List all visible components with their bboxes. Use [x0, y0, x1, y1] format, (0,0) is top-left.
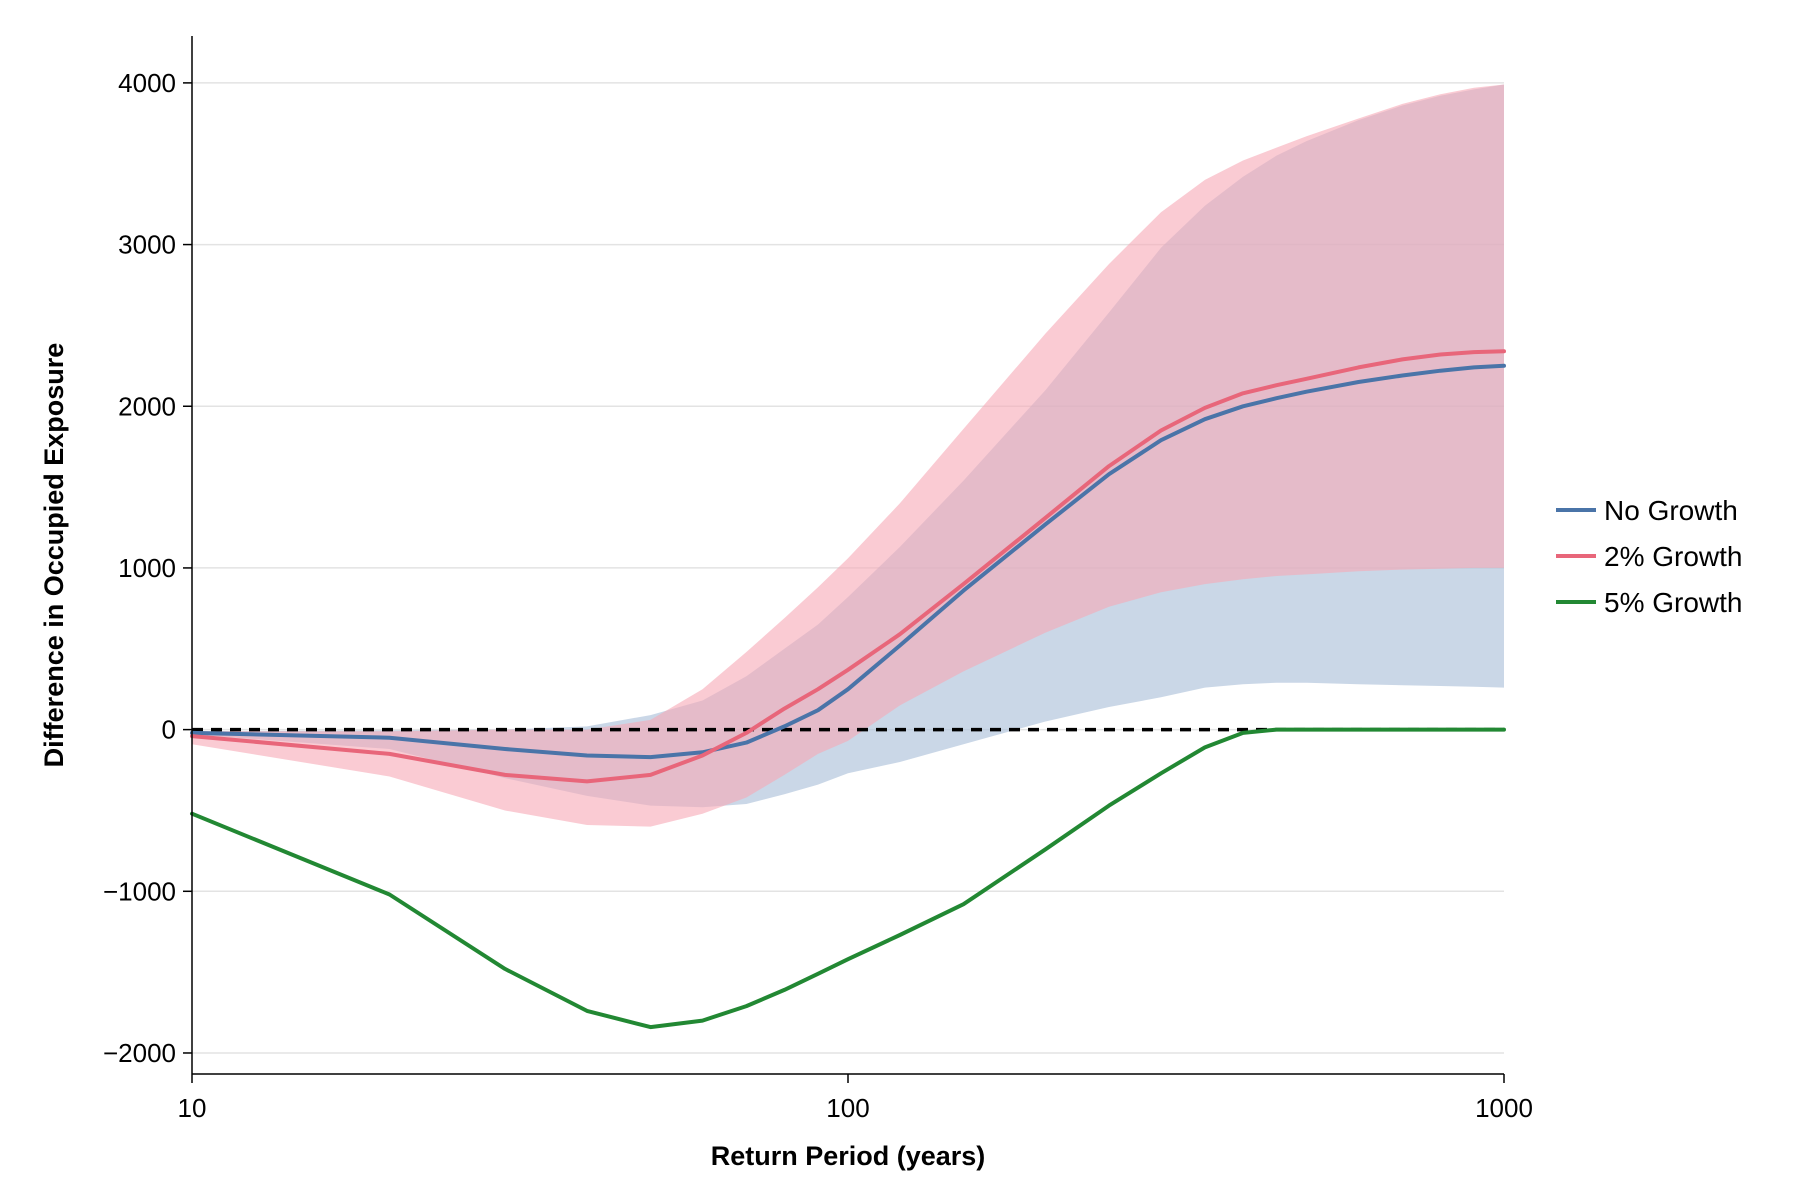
y-tick-label-5: 3000 [118, 230, 176, 260]
y-tick-label-2: 0 [162, 715, 176, 745]
y-tick-label-3: 1000 [118, 553, 176, 583]
legend: No Growth 2% Growth 5% Growth [1556, 495, 1743, 618]
y-tick-label-1: −1000 [103, 876, 176, 906]
series-line-1 [190, 349, 1506, 784]
x-tick-label-0: 10 [178, 1093, 207, 1123]
uncertainty-bands [192, 84, 1504, 827]
legend-label-1: 2% Growth [1604, 541, 1743, 572]
y-axis-title: Difference in Occupied Exposure [39, 343, 69, 768]
legend-label-0: No Growth [1604, 495, 1738, 526]
axes: −2000 −1000 0 1000 2000 3000 4000 10 100 1000 [103, 36, 1533, 1123]
series-lines [190, 349, 1506, 1030]
series-line-0 [190, 363, 1506, 760]
x-tick-label-2: 1000 [1475, 1093, 1533, 1123]
legend-label-2: 5% Growth [1604, 587, 1743, 618]
y-tick-label-0: −2000 [103, 1038, 176, 1068]
x-tick-label-1: 100 [826, 1093, 869, 1123]
y-tick-label-4: 2000 [118, 391, 176, 421]
series-line-2 [190, 727, 1506, 1030]
band-1 [192, 84, 1504, 827]
y-tick-label-6: 4000 [118, 68, 176, 98]
x-axis-title: Return Period (years) [711, 1141, 986, 1171]
